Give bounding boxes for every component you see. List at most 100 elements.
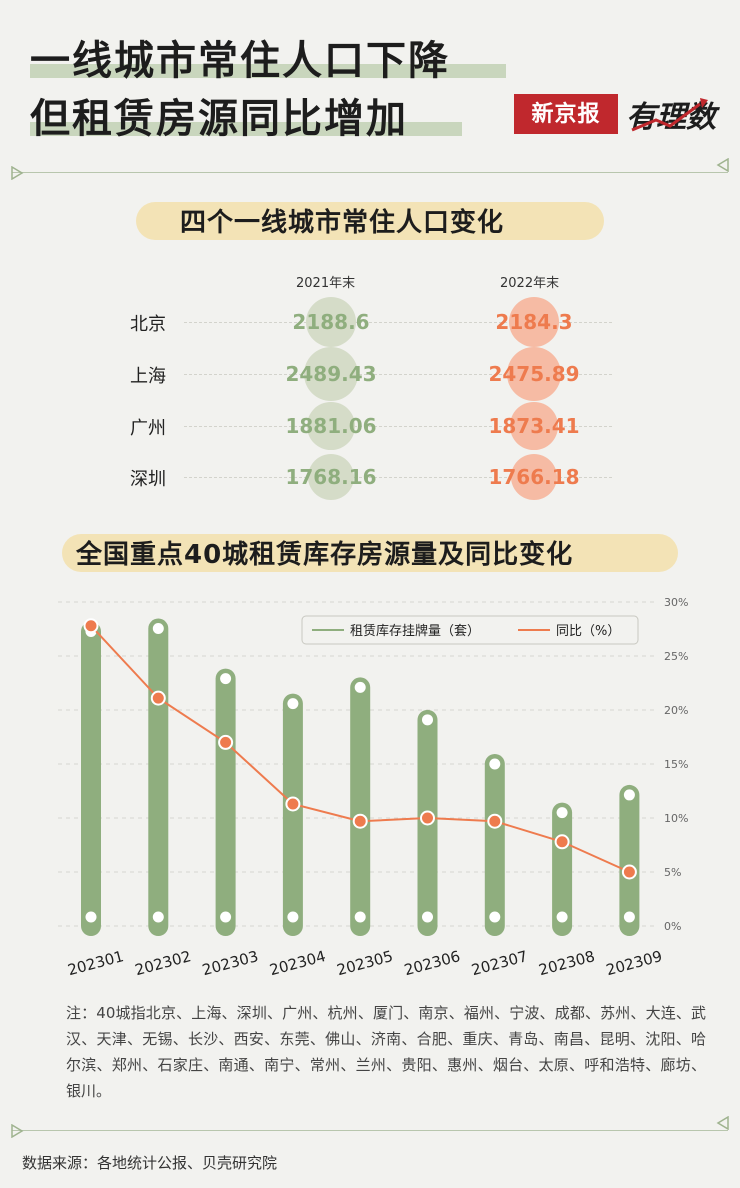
yoy-point	[554, 834, 570, 850]
inventory-bar	[215, 668, 236, 936]
x-tick-label: 202301	[66, 947, 126, 979]
bar-bottom-dot	[489, 911, 501, 923]
bar-bottom-dot	[422, 911, 433, 923]
city-label: 广州	[130, 418, 166, 439]
data-source: 数据来源：各地统计公报、贝壳研究院	[22, 1154, 278, 1172]
y2-tick-label: 15%	[664, 758, 688, 771]
x-tick-label: 202305	[335, 947, 395, 979]
population-value-v2022: 2184.3	[495, 310, 573, 334]
page-title-line1: 一线城市常住人口下降	[30, 38, 450, 84]
inventory-bar	[282, 693, 303, 936]
population-bubble-v2021	[307, 402, 355, 450]
y2-tick-label: 25%	[664, 650, 688, 663]
population-value-v2021: 2188.6	[292, 310, 370, 334]
row-guide-line	[184, 477, 612, 478]
inventory-bar	[619, 784, 640, 936]
yoy-point	[83, 618, 99, 634]
legend-label-inventory: 租赁库存挂牌量（套）	[350, 623, 480, 639]
page-title-line2: 但租赁房源同比增加	[30, 96, 408, 142]
row-guide-line	[184, 426, 612, 427]
title-underline-1	[30, 64, 506, 78]
section1-title: 四个一线城市常住人口变化	[180, 208, 505, 238]
y2-tick-label: 0%	[664, 920, 681, 933]
legend-box	[301, 615, 639, 645]
population-value-v2022: 1766.18	[488, 465, 580, 489]
population-value-v2022: 2475.89	[488, 362, 580, 386]
col-head-2022: 2022年末	[500, 276, 560, 291]
brand-logo: 新京报 有理数	[514, 90, 726, 140]
bottom-divider	[12, 1130, 728, 1131]
yoy-point	[285, 796, 301, 812]
x-tick-label: 202304	[268, 947, 328, 979]
x-tick-label: 202302	[133, 947, 193, 979]
bar-bottom-dot	[556, 911, 568, 923]
x-tick-label: 202303	[200, 947, 260, 979]
y2-tick-label: 30%	[664, 596, 688, 609]
footnote: 注：40城指北京、上海、深圳、广州、杭州、厦门、南京、福州、宁波、成都、苏州、大…	[66, 1004, 706, 1100]
row-guide-line	[184, 374, 612, 375]
title-underline-2	[30, 122, 462, 136]
population-value-v2022: 1873.41	[488, 414, 580, 438]
bar-top-dot	[220, 673, 232, 685]
logo-arrow-icon	[631, 98, 708, 132]
y2-tick-label: 10%	[664, 812, 688, 825]
population-bubble-v2021	[307, 453, 355, 501]
population-value-v2021: 2489.43	[285, 362, 377, 386]
inventory-bar	[350, 677, 371, 936]
divider-left-triangle-icon	[11, 166, 24, 180]
chart-legend: 租赁库存挂牌量（套） 同比（%）	[301, 615, 639, 645]
bar-bottom-dot	[220, 911, 232, 923]
bottom-divider-right-triangle-icon	[716, 1116, 729, 1130]
section1-title-pill	[136, 202, 604, 240]
population-bubble-v2021	[304, 347, 358, 401]
bar-bottom-dot	[152, 911, 164, 923]
inventory-bar	[552, 802, 573, 936]
bar-bottom-dot	[623, 911, 635, 923]
rental-inventory-chart: 30%25%20%15%10%5%0%202301 202302 202303 202…	[58, 596, 688, 979]
brand-logo-badge: 新京报	[514, 94, 618, 134]
yoy-point	[150, 690, 166, 706]
bar-top-dot	[354, 681, 366, 693]
yoy-point	[487, 813, 503, 829]
population-bubble-v2022	[507, 347, 561, 401]
population-value-v2021: 1768.16	[285, 465, 377, 489]
bottom-divider-left-triangle-icon	[11, 1124, 24, 1138]
city-label: 上海	[130, 366, 166, 387]
row-guide-line	[184, 322, 612, 323]
population-bubble-v2022	[510, 453, 558, 501]
yoy-point	[420, 810, 435, 826]
x-tick-label: 202309	[604, 947, 664, 979]
col-head-2021: 2021年末	[296, 276, 356, 291]
divider-right-triangle-icon	[716, 158, 729, 172]
section2-title-pill	[62, 534, 678, 572]
bar-top-dot	[489, 758, 501, 770]
population-bubble-v2022	[508, 296, 560, 348]
y2-tick-label: 20%	[664, 704, 688, 717]
yoy-point	[352, 813, 368, 829]
population-bubble-v2021	[305, 296, 357, 348]
city-label: 北京	[130, 314, 166, 335]
x-tick-label: 202307	[470, 947, 530, 979]
section2-title: 全国重点40城租赁库存房源量及同比变化	[76, 540, 574, 570]
inventory-bar	[148, 618, 169, 936]
x-tick-label: 202308	[537, 947, 597, 979]
inventory-bar	[81, 621, 101, 936]
top-divider	[12, 172, 728, 173]
yoy-point	[621, 864, 637, 880]
bar-bottom-dot	[287, 911, 299, 923]
population-bubble-v2022	[510, 402, 558, 450]
x-tick-label: 202306	[402, 947, 462, 979]
inventory-bar	[484, 754, 505, 936]
bar-top-dot	[422, 714, 433, 726]
legend-label-yoy: 同比（%）	[556, 624, 620, 639]
bar-bottom-dot	[354, 911, 366, 923]
brand-logo-column: 有理数	[626, 100, 716, 135]
bar-top-dot	[287, 698, 299, 710]
population-value-v2021: 1881.06	[285, 414, 377, 438]
bar-bottom-dot	[85, 911, 97, 923]
city-label: 深圳	[130, 469, 166, 490]
y2-tick-label: 5%	[664, 866, 681, 879]
bar-top-dot	[152, 623, 164, 635]
bar-top-dot	[623, 789, 635, 801]
bar-top-dot	[556, 807, 568, 819]
